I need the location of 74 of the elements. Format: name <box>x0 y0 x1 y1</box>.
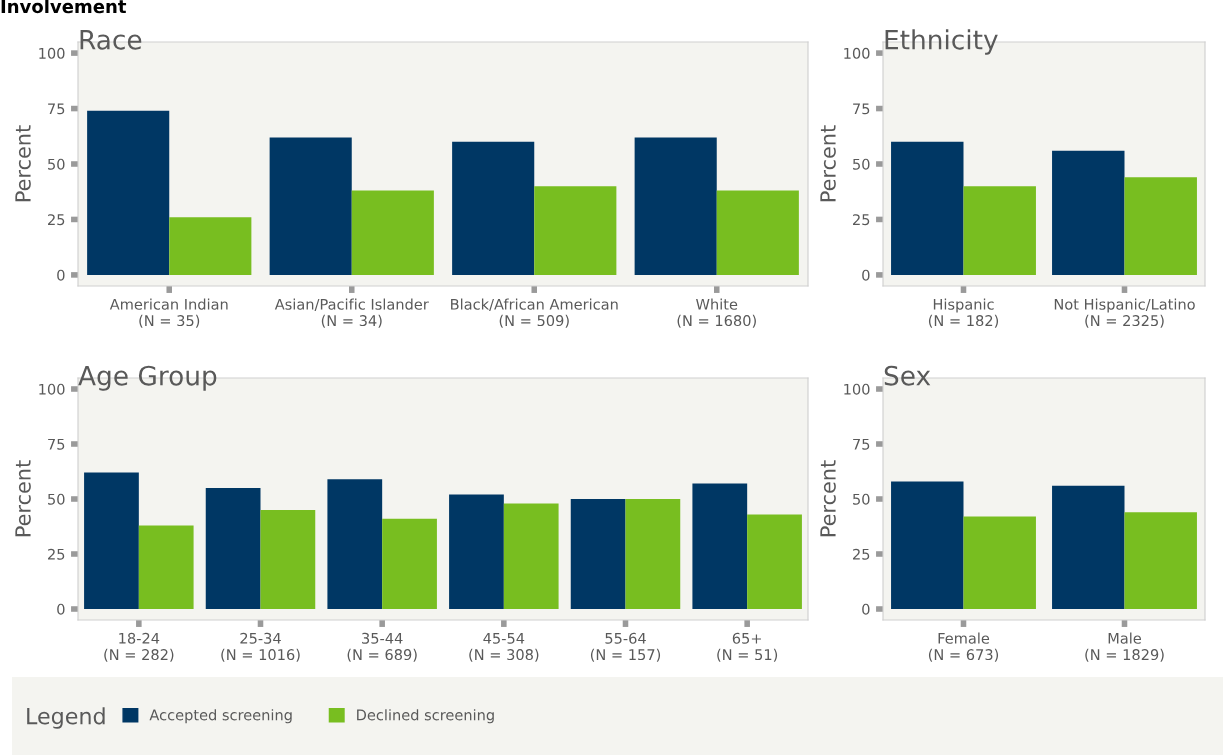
legend-label: Declined screening <box>357 709 494 724</box>
y-tick-label: 100 <box>844 47 870 59</box>
bar <box>716 190 799 275</box>
bar <box>963 516 1036 609</box>
y-tick-label: 25 <box>48 214 65 226</box>
bar <box>1124 512 1197 609</box>
y-tick-label: 25 <box>853 548 870 560</box>
bar <box>503 503 559 609</box>
y-axis-title: Percent <box>820 125 836 202</box>
text: Involvement <box>1 0 127 14</box>
bar <box>382 518 437 609</box>
x-tick-label: Male (N = 1829) <box>1085 632 1164 662</box>
x-tick-label: Female (N = 673) <box>928 632 999 662</box>
y-tick-label: 100 <box>39 383 65 395</box>
bar <box>169 217 252 275</box>
x-tick-label: 65+ (N = 51) <box>717 632 778 662</box>
chart-title: Race <box>80 30 142 50</box>
chart-title: Age Group <box>78 365 217 391</box>
bar <box>570 499 626 609</box>
chart-title: Sex <box>884 365 931 386</box>
x-tick-label: Asian/Pacific Islander (N = 34) <box>274 298 429 328</box>
y-tick-label: 50 <box>853 158 870 170</box>
bar <box>84 472 139 609</box>
y-tick-label: 50 <box>48 158 65 170</box>
legend-label: Accepted screening <box>149 709 292 724</box>
x-tick-label: Black/African American (N = 509) <box>451 298 618 328</box>
legend-title: Legend <box>27 707 105 729</box>
y-tick-label: 0 <box>57 603 65 615</box>
y-tick-label: 75 <box>48 103 65 115</box>
bar <box>1052 485 1125 609</box>
x-tick-label: American Indian (N = 35) <box>109 298 228 328</box>
bar <box>891 141 964 275</box>
bar <box>449 494 504 609</box>
x-tick-label: 25-34 (N = 1016) <box>221 632 300 662</box>
x-tick-label: 35-44 (N = 689) <box>347 632 417 662</box>
x-tick-label: Not Hispanic/Latino (N = 2325) <box>1054 298 1195 328</box>
y-axis-title: Percent <box>15 460 31 537</box>
y-tick-label: 50 <box>48 493 65 505</box>
bar <box>269 137 352 275</box>
y-tick-label: 50 <box>853 493 870 505</box>
y-tick-label: 0 <box>57 269 65 281</box>
y-axis-title: Percent <box>15 125 31 202</box>
y-tick-label: 75 <box>853 438 870 450</box>
bar <box>534 186 617 275</box>
y-tick-label: 25 <box>48 548 65 560</box>
bar <box>138 525 194 609</box>
y-tick-label: 75 <box>48 438 65 450</box>
y-tick-label: 75 <box>853 103 870 115</box>
x-tick-label: 45-54 (N = 308) <box>469 632 539 662</box>
y-tick-label: 100 <box>39 47 65 59</box>
bar <box>327 479 383 609</box>
x-tick-label: Hispanic (N = 182) <box>928 298 999 328</box>
bar <box>891 481 964 609</box>
bar <box>963 186 1036 275</box>
y-tick-label: 0 <box>862 269 870 281</box>
chart-title: Ethnicity <box>885 29 998 55</box>
x-tick-label: 18-24 (N = 282) <box>104 632 174 662</box>
bar <box>452 141 535 275</box>
bar <box>1052 150 1125 275</box>
bar <box>634 137 717 275</box>
bar <box>87 110 170 275</box>
bar <box>747 514 802 609</box>
bar <box>351 190 434 275</box>
bar <box>205 488 261 609</box>
y-tick-label: 100 <box>844 383 870 395</box>
y-axis-title: Percent <box>820 460 836 537</box>
bar <box>625 499 681 609</box>
bar <box>1124 177 1197 275</box>
x-tick-label: 55-64 (N = 157) <box>590 632 661 662</box>
y-tick-label: 0 <box>862 603 870 615</box>
y-tick-label: 25 <box>853 214 870 226</box>
x-tick-label: White (N = 1680) <box>677 298 756 328</box>
bar <box>260 510 316 609</box>
bar <box>692 483 748 609</box>
